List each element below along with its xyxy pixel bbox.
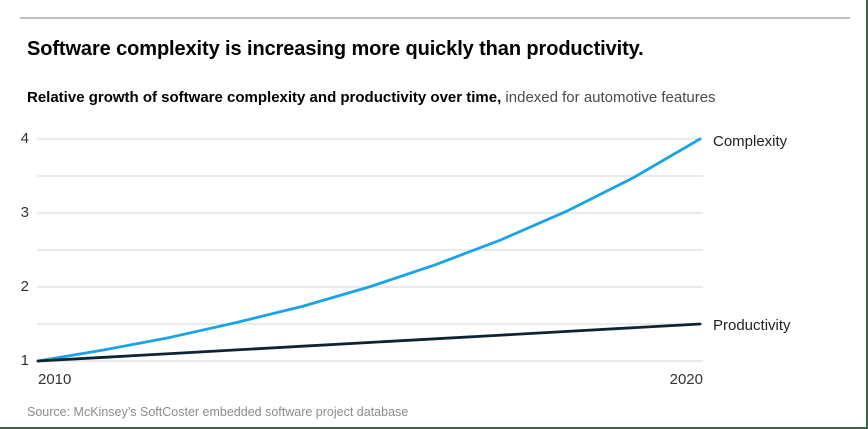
chart-subtitle: Relative growth of software complexity a… xyxy=(27,89,716,106)
x-axis-label-start: 2010 xyxy=(38,371,72,388)
subtitle-emphasis: Relative growth of software complexity a… xyxy=(27,89,502,106)
productivity-series-label: Productivity xyxy=(713,317,791,334)
x-axis-label-end: 2020 xyxy=(669,371,703,388)
productivity-line xyxy=(36,322,702,363)
top-divider-rule xyxy=(20,17,850,19)
line-chart: 1 2 3 4 xyxy=(0,125,868,395)
subtitle-regular: indexed for automotive features xyxy=(501,89,716,106)
chart-svg xyxy=(36,137,703,363)
complexity-line xyxy=(36,137,702,363)
y-tick-label-1: 1 xyxy=(20,352,29,369)
y-tick-label-2: 2 xyxy=(20,278,29,295)
page-title: Software complexity is increasing more q… xyxy=(27,38,644,60)
y-tick-label-3: 3 xyxy=(20,204,29,221)
y-tick-label-4: 4 xyxy=(20,130,29,147)
source-note: Source: McKinsey’s SoftCoster embedded s… xyxy=(27,405,409,419)
complexity-series-label: Complexity xyxy=(713,133,788,150)
